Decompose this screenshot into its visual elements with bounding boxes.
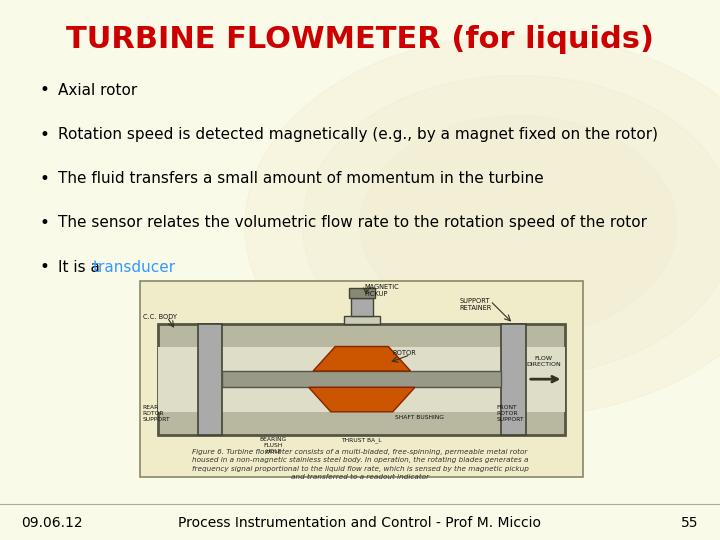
Text: •: • (40, 258, 50, 276)
Text: FRONT
ROTOR
SUPPORT: FRONT ROTOR SUPPORT (497, 406, 524, 422)
Circle shape (360, 116, 677, 336)
Bar (344, 315, 379, 323)
Bar (351, 298, 373, 315)
Circle shape (245, 35, 720, 417)
Text: Process Instrumentation and Control - Prof M. Miccio: Process Instrumentation and Control - Pr… (179, 516, 541, 530)
Text: The fluid transfers a small amount of momentum in the turbine: The fluid transfers a small amount of mo… (58, 171, 544, 186)
Text: SHAFT BUSHING: SHAFT BUSHING (395, 415, 444, 420)
Bar (158, 323, 565, 347)
Text: BEARING
FLUSH
HOLE: BEARING FLUSH HOLE (260, 437, 287, 454)
Text: FLOW
DIRECTION: FLOW DIRECTION (526, 356, 561, 367)
Text: C.C. BODY: C.C. BODY (143, 314, 176, 320)
Polygon shape (313, 347, 410, 371)
Text: It is a: It is a (58, 260, 104, 275)
Text: transducer: transducer (93, 260, 176, 275)
Text: SUPPORT
RETAINER: SUPPORT RETAINER (459, 298, 492, 310)
Text: The sensor relates the volumetric flow rate to the rotation speed of the rotor: The sensor relates the volumetric flow r… (58, 215, 647, 231)
Text: TURBINE FLOWMETER (for liquids): TURBINE FLOWMETER (for liquids) (66, 25, 654, 54)
Bar (158, 323, 565, 435)
Text: •: • (40, 126, 50, 144)
Text: Figure 6. Turbine flowmeter consists of a multi-bladed, free-spinning, permeable: Figure 6. Turbine flowmeter consists of … (192, 449, 528, 480)
Text: MAGNETIC
PICKUP: MAGNETIC PICKUP (364, 284, 399, 297)
Text: Rotation speed is detected magnetically (e.g., by a magnet fixed on the rotor): Rotation speed is detected magnetically … (58, 127, 657, 142)
Bar (501, 323, 526, 435)
Circle shape (302, 75, 720, 377)
Polygon shape (309, 387, 415, 412)
Bar (158, 412, 565, 435)
Text: •: • (40, 170, 50, 188)
Text: •: • (40, 214, 50, 232)
Text: REAR
ROTOR
SUPPORT: REAR ROTOR SUPPORT (143, 406, 170, 422)
FancyBboxPatch shape (140, 281, 583, 477)
Text: 09.06.12: 09.06.12 (22, 516, 84, 530)
Text: •: • (40, 82, 50, 99)
Text: 55: 55 (681, 516, 698, 530)
Text: Axial rotor: Axial rotor (58, 83, 137, 98)
Bar (348, 288, 375, 298)
Bar (158, 347, 565, 412)
Bar (198, 323, 222, 435)
Text: THRUST BA_L: THRUST BA_L (341, 437, 382, 443)
Text: ROTOR: ROTOR (393, 350, 417, 356)
Bar (222, 371, 501, 387)
